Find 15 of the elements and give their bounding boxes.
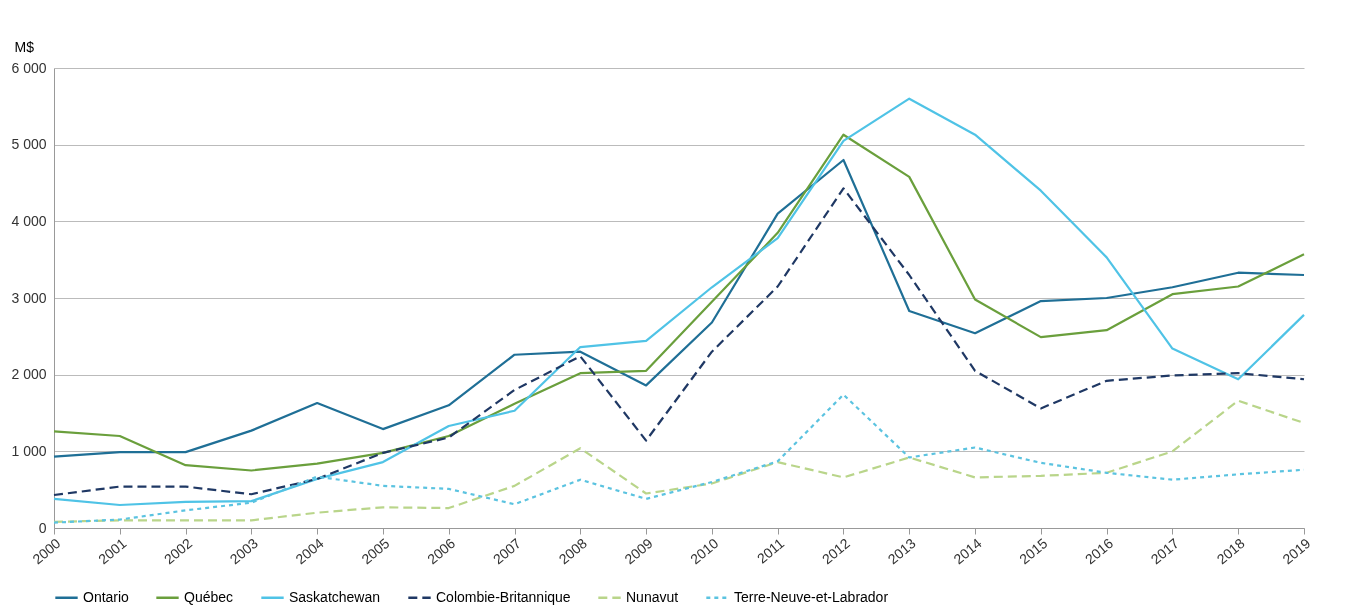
line-series [52, 187, 1306, 497]
legend-label: Saskatchewan [289, 588, 381, 605]
y-tick-label: 6 000 [11, 59, 47, 76]
legend-label: Ontario [83, 588, 130, 605]
y-tick-label: 4 000 [11, 212, 47, 229]
legend-label: Québec [184, 588, 234, 605]
y-tick-label: 0 [38, 519, 47, 536]
legend-label: Terre-Neuve-et-Labrador [734, 588, 889, 605]
y-tick-label: 1 000 [11, 442, 47, 459]
legend-label: Nunavut [626, 588, 679, 605]
y-tick-label: 2 000 [11, 366, 47, 383]
legend-label: Colombie-Britannique [436, 588, 571, 605]
y-tick-label: 5 000 [11, 136, 47, 153]
y-tick-label: 3 000 [11, 289, 47, 306]
y-axis-title: M$ [14, 38, 35, 55]
